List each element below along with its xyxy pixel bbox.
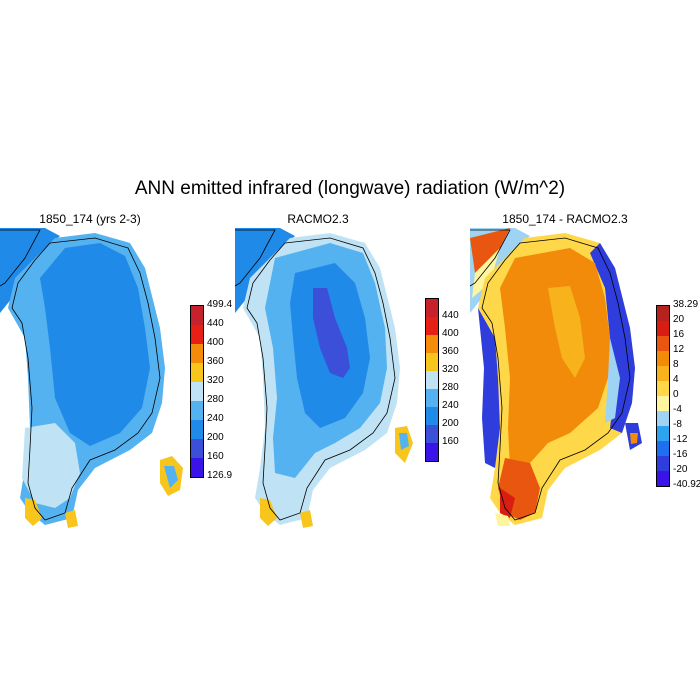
colorbar-difference-label: 8 bbox=[673, 359, 679, 370]
colorbar-difference-label: 20 bbox=[673, 314, 685, 325]
colorbar-difference-label: -40.92 bbox=[673, 479, 700, 490]
colorbar-model-label: 400 bbox=[207, 337, 224, 348]
figure-title: ANN emitted infrared (longwave) radiatio… bbox=[134, 178, 566, 199]
colorbar-model-label: 240 bbox=[207, 413, 224, 424]
colorbar-model-label: 440 bbox=[207, 318, 224, 329]
colorbar-model-label: 320 bbox=[207, 375, 224, 386]
colorbar-racmo-label: 440 bbox=[442, 310, 459, 321]
colorbar-model-swatches bbox=[190, 305, 204, 478]
colorbar-racmo-label: 320 bbox=[442, 364, 459, 375]
panel-title-difference: 1850_174 - RACMO2.3 bbox=[502, 212, 628, 226]
colorbar-difference-label: 12 bbox=[673, 344, 685, 355]
colorbar-racmo-label: 280 bbox=[442, 382, 459, 393]
colorbar-difference-label: -16 bbox=[673, 449, 688, 460]
colorbar-racmo-label: 160 bbox=[442, 436, 459, 447]
coastline bbox=[481, 237, 631, 521]
colorbar-difference-swatches bbox=[656, 305, 670, 487]
colorbar-difference-label: 4 bbox=[673, 374, 679, 385]
colorbar-difference-label: 0 bbox=[673, 389, 679, 400]
colorbar-racmo-label: 360 bbox=[442, 346, 459, 357]
colorbar-difference-label: -8 bbox=[673, 419, 682, 430]
colorbar-racmo-label: 240 bbox=[442, 400, 459, 411]
colorbar-model-label: 200 bbox=[207, 432, 224, 443]
map-model bbox=[0, 228, 183, 528]
colorbar-difference-label: -20 bbox=[673, 464, 688, 475]
panel-title-model: 1850_174 (yrs 2-3) bbox=[39, 212, 141, 226]
map-racmo bbox=[234, 228, 413, 528]
colorbar-model-label: 126.9 bbox=[207, 470, 233, 481]
coastline bbox=[11, 237, 161, 521]
colorbar-difference-label: 38.29 bbox=[673, 299, 699, 310]
colorbar-racmo-swatches bbox=[425, 298, 439, 462]
colorbar-racmo-label: 200 bbox=[442, 418, 459, 429]
colorbar-difference-label: -12 bbox=[673, 434, 688, 445]
colorbar-model-label: 280 bbox=[207, 394, 224, 405]
colorbar-difference-label: 16 bbox=[673, 329, 685, 340]
colorbar-racmo-label: 400 bbox=[442, 328, 459, 339]
panel-title-racmo: RACMO2.3 bbox=[287, 212, 349, 226]
colorbar-model-label: 360 bbox=[207, 356, 224, 367]
colorbar-model-label: 499.4 bbox=[207, 299, 233, 310]
colorbar-difference-label: -4 bbox=[673, 404, 682, 415]
coastline bbox=[246, 237, 396, 521]
map-difference bbox=[469, 228, 642, 526]
colorbar-model-label: 160 bbox=[207, 451, 224, 462]
